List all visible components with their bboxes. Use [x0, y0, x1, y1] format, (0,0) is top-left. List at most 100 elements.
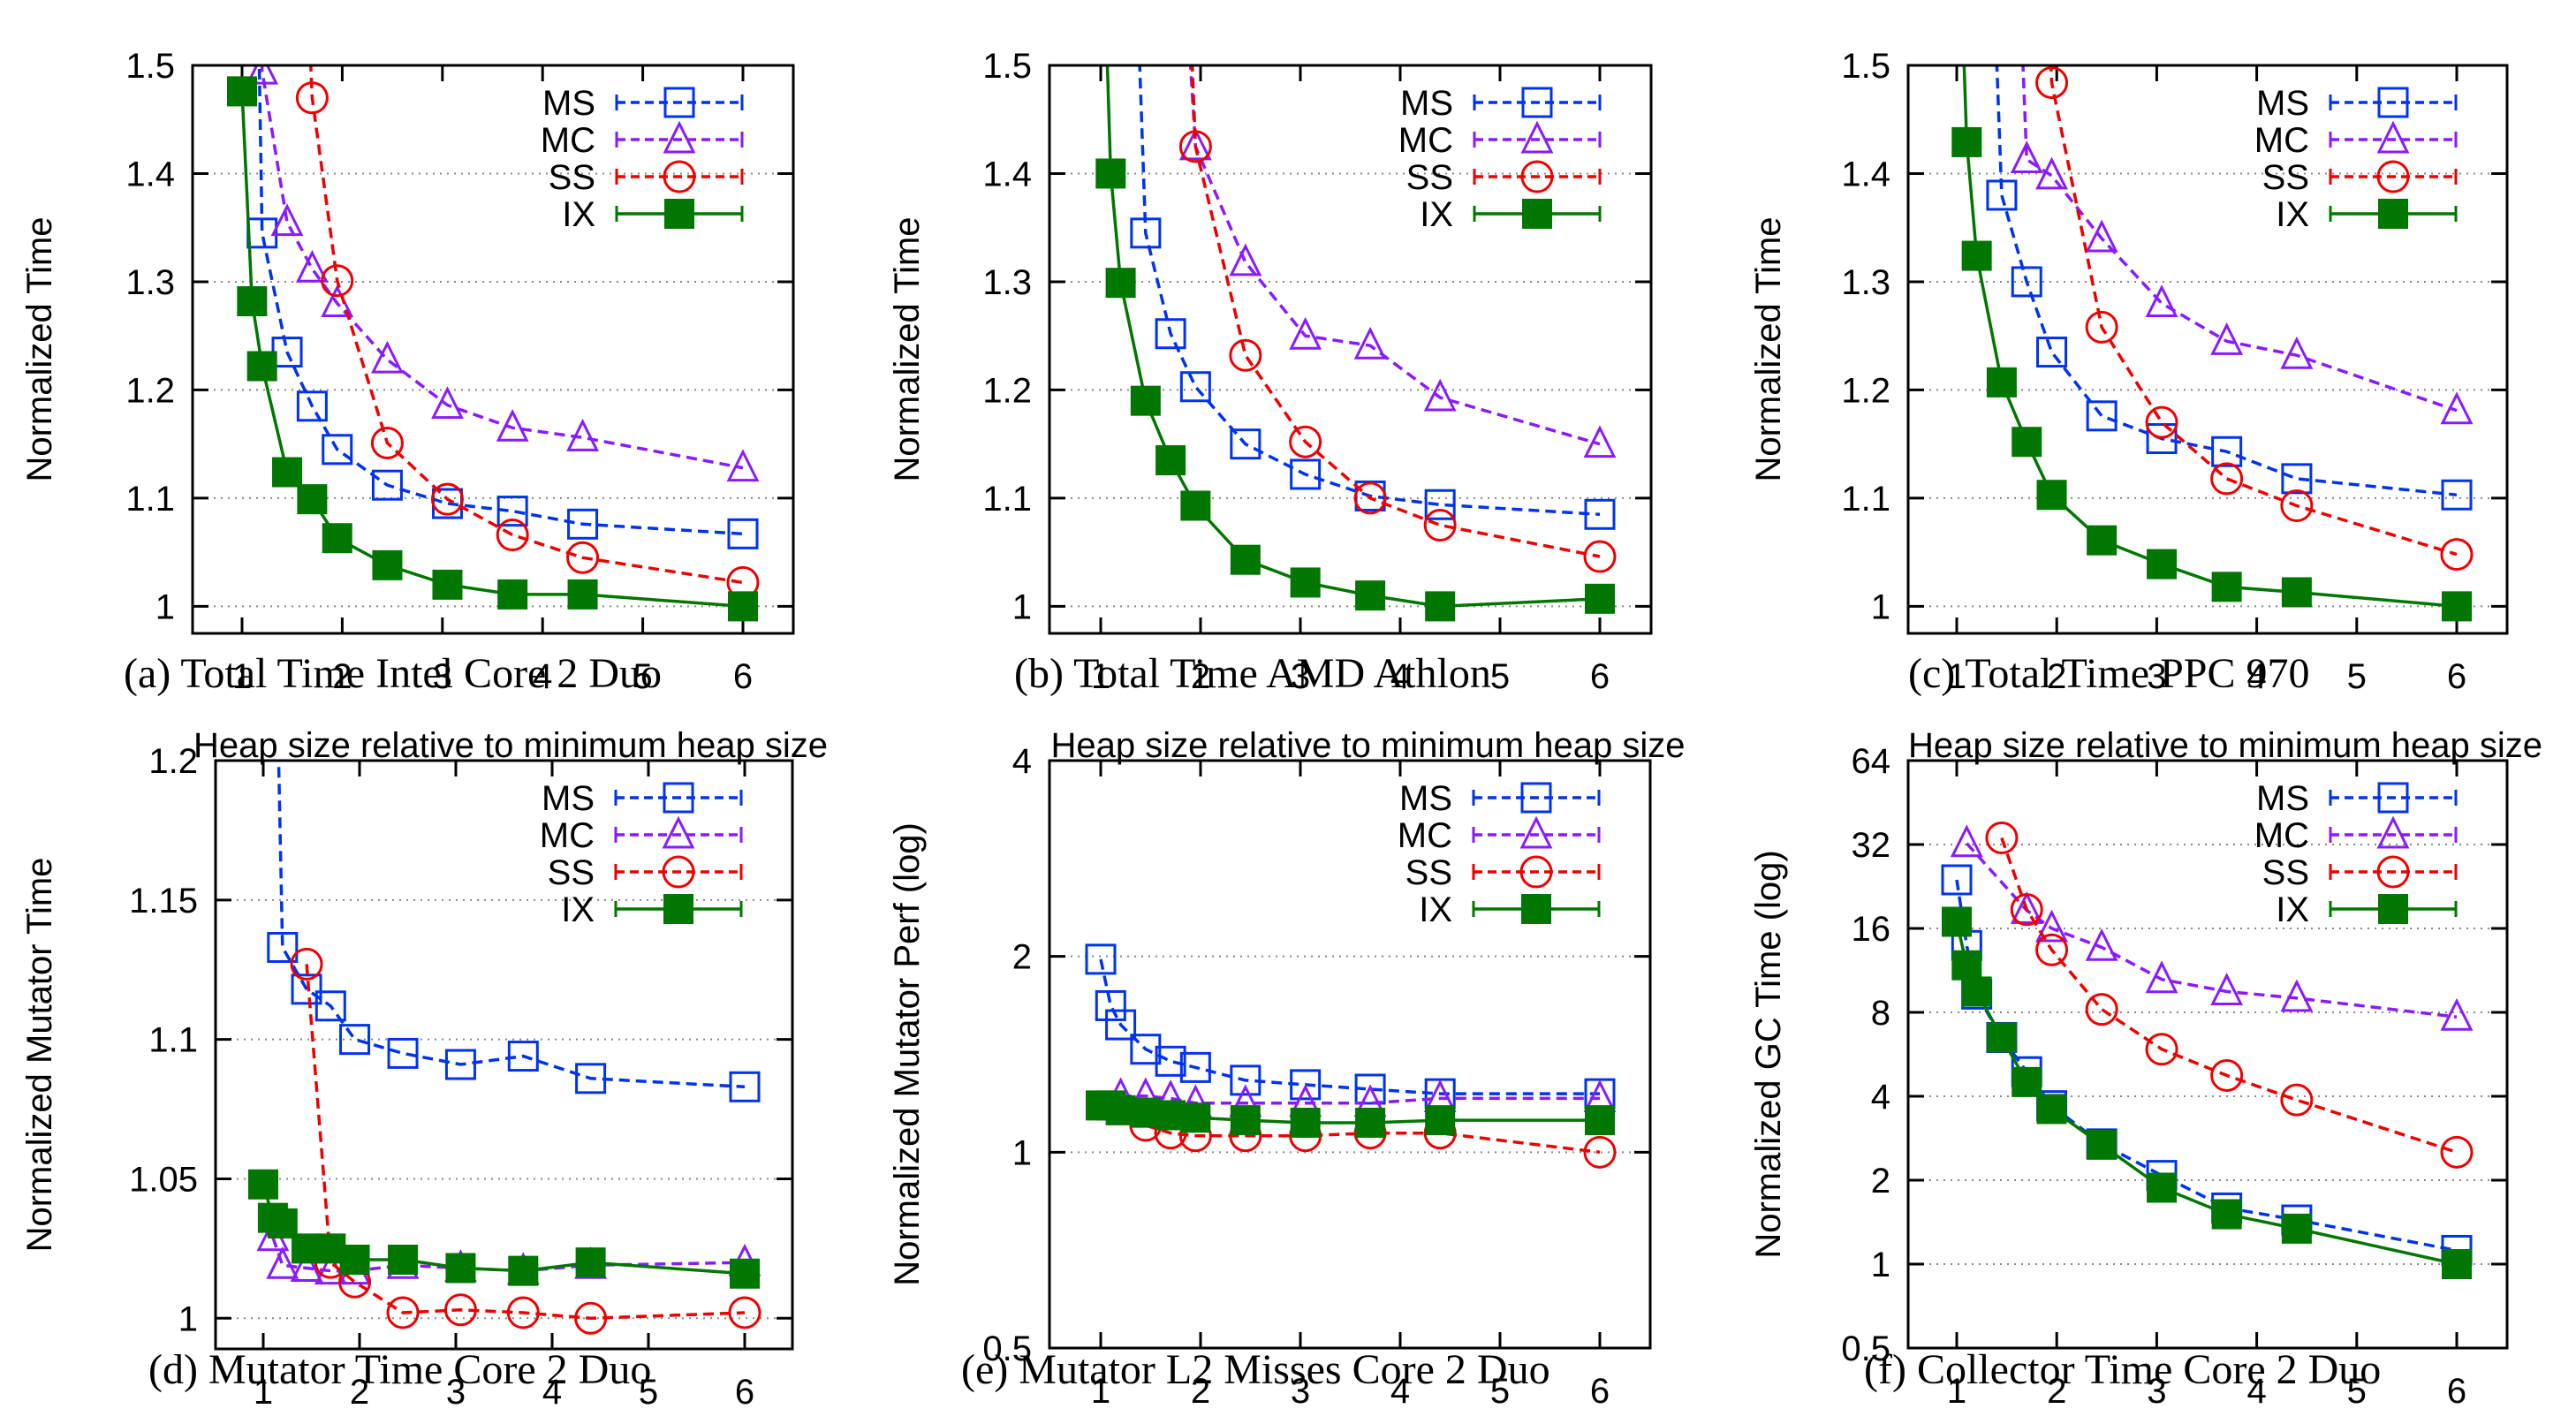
- data-point-ix: [322, 523, 352, 554]
- chart-caption: (b) Total Time AMD Athlon: [1014, 650, 1491, 697]
- data-point-ms: [339, 1024, 371, 1056]
- series-layer: [1085, 943, 1617, 1169]
- data-point-ss: [1229, 338, 1262, 372]
- x-tick-label: 1: [1947, 1372, 1966, 1411]
- legend-marker-ix: [1521, 894, 1551, 924]
- data-point-ss: [321, 264, 354, 298]
- series-layer: [1951, 65, 2474, 622]
- y-tick-label: 32: [1852, 826, 1891, 865]
- x-tick-label: 5: [1490, 1372, 1510, 1411]
- x-tick-label: 1: [1091, 657, 1110, 696]
- data-point-ix: [445, 1253, 476, 1284]
- plot-frame: [1906, 759, 2509, 1350]
- data-point-ss: [728, 1296, 761, 1329]
- data-point-ms: [1095, 989, 1126, 1021]
- data-point-mc: [371, 340, 404, 374]
- chart-caption: (a) Total Time Intel Core 2 Duo: [124, 650, 662, 697]
- data-point-ss: [430, 482, 464, 516]
- x-tick-label: 5: [1490, 657, 1510, 696]
- data-point-mc: [566, 418, 599, 451]
- series-layer: [248, 761, 761, 1335]
- chart-caption: (d) Mutator Time Core 2 Duo: [148, 1346, 651, 1393]
- data-point-ix: [1355, 580, 1386, 611]
- data-point-ss: [574, 1301, 608, 1335]
- data-point-ms: [291, 973, 322, 1005]
- data-point-ss: [1178, 130, 1212, 163]
- data-point-ix: [1180, 490, 1211, 521]
- data-point-mc: [2280, 979, 2314, 1012]
- data-point-ix: [1180, 1102, 1211, 1133]
- legend-marker-ix: [1522, 199, 1552, 229]
- series-line-ms: [1099, 958, 1600, 1095]
- x-tick-label: 1: [1091, 1372, 1110, 1411]
- y-tick-label: 1: [1871, 1246, 1890, 1284]
- y-tick-label: 1.1: [1841, 480, 1890, 519]
- data-point-ix: [728, 591, 758, 622]
- data-point-mc: [1423, 378, 1457, 412]
- data-point-ss: [386, 1296, 420, 1329]
- y-tick-label: 1.4: [1841, 155, 1890, 193]
- x-tick-label: 5: [2347, 657, 2367, 696]
- data-point-ms: [1105, 1009, 1137, 1041]
- y-axis-title: Normalized Time: [888, 216, 927, 481]
- data-point-ss: [2085, 310, 2118, 344]
- data-point-ms: [567, 508, 599, 540]
- data-point-ss: [443, 1293, 477, 1327]
- data-point-ms: [1290, 1069, 1322, 1101]
- x-tick-label: 3: [2147, 1372, 2166, 1411]
- x-tick-label: 1: [254, 1373, 273, 1412]
- data-point-ix: [1290, 567, 1321, 598]
- data-point-ss: [2280, 489, 2314, 522]
- legend-label-ss: SS: [2262, 158, 2309, 197]
- data-point-mc: [266, 1246, 299, 1279]
- data-point-ix: [1095, 158, 1126, 189]
- data-point-ix: [2036, 1094, 2067, 1125]
- data-point-ix: [1585, 583, 1615, 614]
- chart-a: 1 1.1 1.2 1.3 1.4 1.5 1 2 3 4 5 6 Heap size relative…: [20, 47, 828, 765]
- y-tick-label: 16: [1852, 910, 1891, 949]
- y-tick-label: 1.2: [125, 371, 175, 410]
- series-line-ms: [1995, 65, 2458, 496]
- data-point-ss: [2145, 1033, 2178, 1066]
- data-point-ix: [267, 1208, 298, 1238]
- data-point-mc: [270, 203, 304, 237]
- data-point-mc: [1178, 127, 1212, 161]
- data-point-ix: [1986, 1022, 2017, 1053]
- chart-b: 1 1.1 1.2 1.3 1.4 1.5 1 2 3 4 5 6 Heap size relative…: [888, 47, 1686, 765]
- legend-marker-ms: [663, 782, 694, 814]
- data-point-ss: [506, 1296, 540, 1329]
- legend-label-ms: MS: [2256, 779, 2309, 818]
- legend-marker-mc: [2376, 815, 2410, 849]
- legend-label-ss: SS: [1406, 158, 1453, 197]
- chart-caption: (f) Collector Time Core 2 Duo: [1864, 1346, 2381, 1393]
- data-point-ix: [372, 549, 403, 580]
- y-tick-label: 1.3: [982, 263, 1032, 302]
- data-point-ix: [1986, 367, 2017, 398]
- series-line-ms: [1138, 65, 1601, 517]
- data-point-ix: [1355, 1107, 1386, 1138]
- data-point-ss: [2035, 933, 2069, 966]
- data-point-ss: [1423, 509, 1457, 542]
- legend-marker-ix: [2378, 199, 2408, 229]
- legend-label-ix: IX: [1420, 195, 1453, 234]
- data-point-ss: [566, 541, 600, 574]
- data-point-mc: [2145, 960, 2178, 994]
- data-point-ms: [1085, 943, 1117, 975]
- y-axis-title: Normalized Mutator Time: [20, 858, 59, 1253]
- plot-frame: [191, 64, 795, 635]
- data-point-ix: [508, 1255, 539, 1286]
- data-point-ix: [1425, 1105, 1456, 1136]
- x-tick-label: 6: [1590, 1372, 1610, 1411]
- data-point-ix: [1425, 591, 1456, 622]
- data-point-ms: [496, 496, 528, 527]
- data-point-ss: [295, 81, 329, 115]
- x-tick-label: 6: [1590, 657, 1610, 696]
- data-point-ms: [2011, 266, 2042, 298]
- data-point-ix: [432, 569, 463, 600]
- data-point-ms: [2086, 400, 2118, 432]
- data-point-mc: [2010, 891, 2043, 924]
- legend-marker-ss: [1520, 160, 1554, 193]
- data-point-ix: [1130, 385, 1161, 416]
- y-tick-label: 1: [155, 587, 175, 626]
